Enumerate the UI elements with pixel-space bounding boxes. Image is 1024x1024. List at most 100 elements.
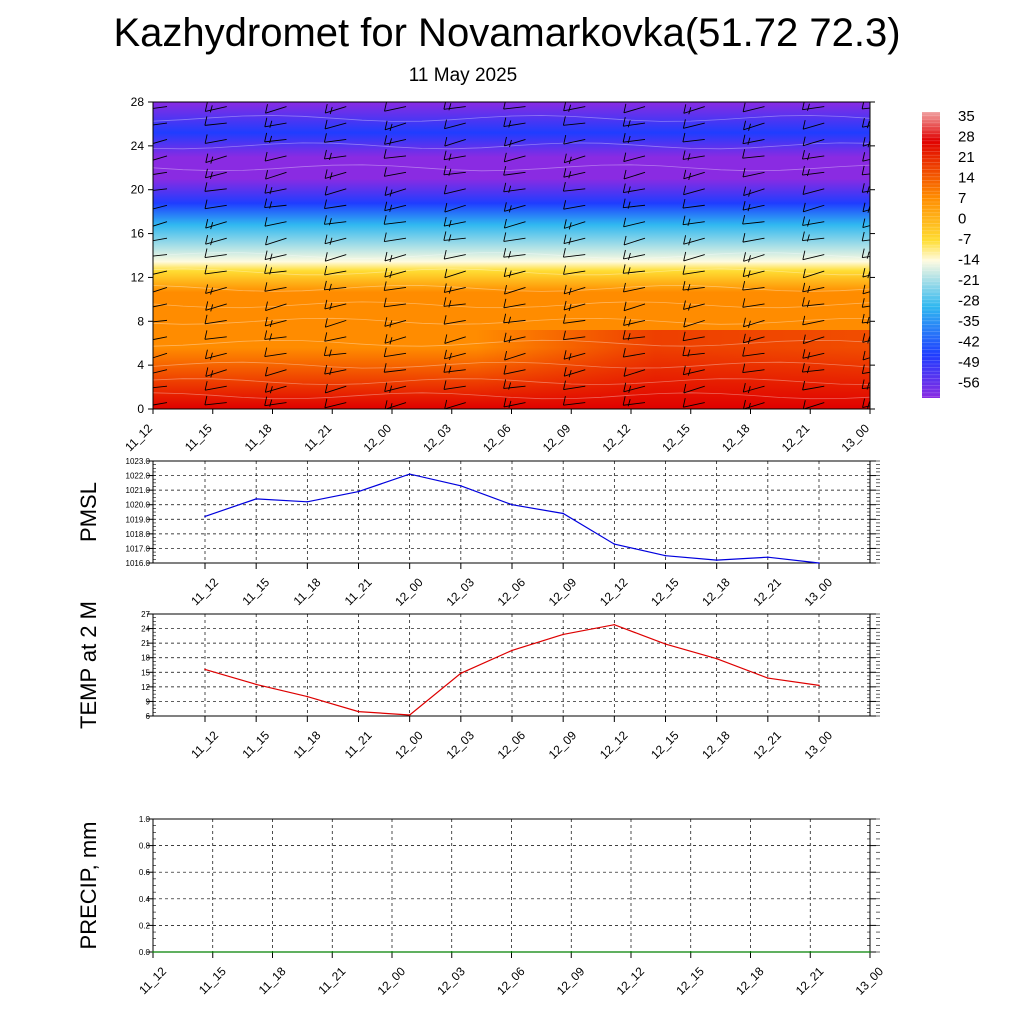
y-tick-label: 12 bbox=[131, 270, 145, 284]
wind-barb bbox=[862, 333, 870, 344]
wind-barb bbox=[563, 380, 586, 391]
wind-barb bbox=[563, 265, 586, 275]
wind-barb bbox=[153, 385, 168, 389]
x-tick-label: 12_21 bbox=[750, 728, 784, 762]
wind-barb bbox=[384, 102, 407, 112]
isoline bbox=[153, 268, 870, 276]
data-point bbox=[613, 543, 616, 545]
wind-barb bbox=[742, 280, 765, 291]
wind-barb bbox=[503, 202, 526, 213]
wind-barb bbox=[324, 398, 347, 409]
wind-barb bbox=[504, 350, 526, 361]
x-tick-label: 13_00 bbox=[802, 575, 836, 609]
wind-barb bbox=[324, 103, 347, 115]
wind-barb bbox=[204, 134, 227, 144]
wind-barb bbox=[443, 102, 466, 111]
wind-barb bbox=[153, 287, 168, 293]
data-point bbox=[152, 951, 154, 953]
wind-barb bbox=[503, 232, 526, 242]
wind-barb bbox=[682, 331, 705, 342]
wind-barb bbox=[802, 216, 825, 227]
wind-barb bbox=[324, 318, 347, 328]
y-tick-label: 1018.0 bbox=[126, 530, 151, 539]
wind-barb bbox=[153, 270, 168, 275]
wind-barb bbox=[742, 383, 765, 394]
wind-barb bbox=[622, 249, 646, 261]
wind-barb bbox=[205, 153, 227, 164]
y-tick-label: 6 bbox=[146, 712, 151, 721]
x-tick-label: 12_09 bbox=[546, 575, 580, 609]
wind-barb bbox=[503, 117, 526, 128]
wind-barb bbox=[861, 298, 870, 308]
y-tick-label: 24 bbox=[141, 625, 150, 634]
wind-barb bbox=[802, 282, 825, 293]
wind-barb bbox=[383, 297, 407, 308]
wind-barb bbox=[802, 202, 825, 213]
data-point bbox=[255, 498, 257, 500]
data-point bbox=[211, 951, 214, 953]
wind-barb bbox=[682, 215, 705, 226]
x-tick-label: 12_06 bbox=[495, 728, 529, 762]
x-tick-label: 11_18 bbox=[256, 964, 289, 997]
colorbar-label: -21 bbox=[958, 272, 980, 289]
data-point bbox=[510, 951, 513, 953]
isoline bbox=[153, 142, 870, 150]
data-point bbox=[408, 714, 411, 716]
y-axis-title: TEMP at 2 M bbox=[76, 601, 101, 729]
wind-barb bbox=[265, 235, 287, 246]
wind-barb bbox=[802, 150, 825, 161]
wind-barb bbox=[153, 122, 168, 126]
wind-barb bbox=[503, 313, 526, 324]
wind-barb bbox=[204, 102, 227, 113]
wind-barb bbox=[802, 315, 825, 326]
wind-barb bbox=[801, 363, 825, 374]
wind-barb bbox=[562, 396, 586, 406]
wind-barb bbox=[861, 118, 870, 129]
colorbar-label: 21 bbox=[958, 149, 975, 166]
wind-barb bbox=[324, 149, 347, 161]
colorbar-label: -35 bbox=[958, 313, 980, 330]
x-tick-label: 11_21 bbox=[302, 421, 335, 454]
wind-barb bbox=[264, 282, 287, 292]
wind-barb bbox=[384, 251, 407, 263]
wind-barb bbox=[683, 251, 705, 262]
wind-barb bbox=[444, 349, 466, 360]
wind-barb bbox=[324, 169, 347, 180]
wind-barb bbox=[862, 350, 870, 361]
y-tick-label: 0.0 bbox=[139, 948, 151, 957]
wind-barb bbox=[324, 234, 347, 245]
wind-barb bbox=[204, 381, 227, 391]
x-tick-label: 12_15 bbox=[659, 421, 693, 455]
wind-barb bbox=[563, 330, 586, 341]
colorbar-label: -28 bbox=[958, 293, 980, 310]
data-point bbox=[204, 668, 206, 671]
wind-barb bbox=[802, 380, 825, 391]
wind-barb bbox=[802, 334, 825, 345]
wind-barb bbox=[563, 200, 586, 210]
colorbar: 35 28 21 14 7 0 -7 -14 -21 -28 -35 -42 -49 -56 bbox=[922, 108, 980, 398]
wind-barb bbox=[324, 383, 347, 394]
colorbar-label: -56 bbox=[958, 375, 980, 392]
y-axis-title: PRECIP, mm bbox=[76, 822, 101, 950]
wind-barb bbox=[623, 367, 646, 377]
wind-barb bbox=[683, 235, 705, 246]
colorbar-label: -42 bbox=[958, 334, 980, 351]
wind-barb bbox=[444, 202, 466, 213]
x-tick-label: 12_09 bbox=[554, 964, 588, 998]
wind-barb bbox=[443, 297, 466, 308]
wind-barb bbox=[204, 264, 227, 275]
x-tick-label: 12_00 bbox=[392, 728, 426, 762]
wind-barb bbox=[623, 235, 646, 246]
data-point bbox=[613, 623, 616, 626]
wind-barb bbox=[443, 249, 466, 260]
x-tick-label: 12_21 bbox=[779, 421, 813, 455]
data-point bbox=[255, 683, 257, 686]
wind-barb bbox=[562, 182, 586, 192]
temp-panel: 6 9 12 15 18 21 24 27 11_12 11_15 11_18 11_21 12_00 1… bbox=[76, 601, 880, 762]
y-tick-label: 1021.0 bbox=[126, 486, 151, 495]
wind-barb bbox=[205, 367, 227, 378]
wind-barb bbox=[861, 379, 870, 390]
wind-barb bbox=[153, 336, 168, 341]
data-point bbox=[664, 643, 667, 645]
data-point bbox=[818, 562, 820, 564]
